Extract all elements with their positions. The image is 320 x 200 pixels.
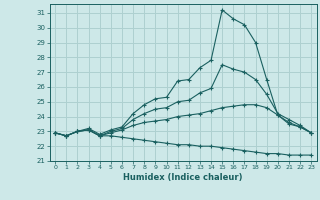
X-axis label: Humidex (Indice chaleur): Humidex (Indice chaleur): [124, 173, 243, 182]
